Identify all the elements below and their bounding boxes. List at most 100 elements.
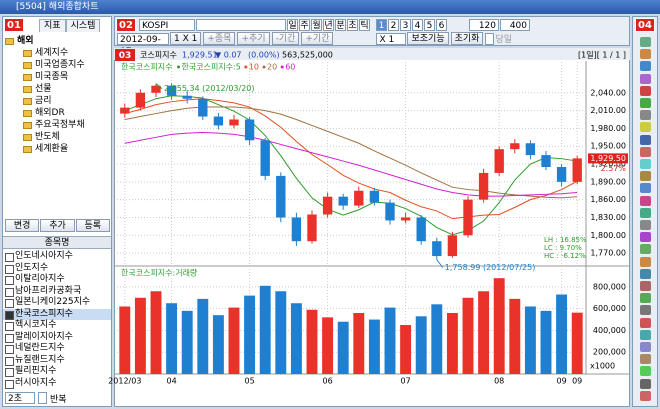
preset-button[interactable]: 6 bbox=[436, 18, 447, 31]
tool-icon[interactable] bbox=[640, 49, 651, 60]
preset-button[interactable]: 5 bbox=[424, 18, 435, 31]
checkbox[interactable] bbox=[38, 392, 47, 404]
toolbar-button[interactable]: +기간 bbox=[301, 32, 334, 45]
tree-item[interactable]: 세계환율 bbox=[3, 143, 111, 155]
list-item[interactable]: 이탈리아지수 bbox=[3, 274, 111, 286]
tool-icon[interactable] bbox=[640, 159, 651, 169]
list-item[interactable]: 일본니케이225지수 bbox=[3, 297, 111, 309]
name-input[interactable] bbox=[196, 18, 286, 31]
tree-item[interactable]: 반도체 bbox=[3, 131, 111, 143]
volume-bar bbox=[197, 298, 209, 374]
list-item[interactable]: 필리핀지수 bbox=[3, 366, 111, 378]
period-button[interactable]: 년 bbox=[323, 18, 334, 31]
preset-button[interactable]: 4 bbox=[412, 18, 423, 31]
period-button[interactable]: 주 bbox=[299, 18, 310, 31]
zoom-select[interactable]: X 1 bbox=[376, 32, 407, 45]
tool-icon[interactable] bbox=[640, 61, 651, 72]
list-item[interactable]: 인도지수 bbox=[3, 263, 111, 275]
tool-icon[interactable] bbox=[640, 390, 651, 401]
list-item[interactable]: 남아프리카공화국 bbox=[3, 286, 111, 298]
tab[interactable]: 시스템 bbox=[65, 19, 101, 32]
list-item[interactable]: 말레이지아지수 bbox=[3, 332, 111, 344]
legend-marker bbox=[262, 65, 266, 69]
tree-item[interactable]: 선물 bbox=[3, 83, 111, 95]
tool-icon[interactable] bbox=[640, 281, 651, 291]
tool-icon[interactable] bbox=[640, 244, 651, 255]
volume-bar bbox=[556, 294, 568, 374]
tool-icon[interactable] bbox=[640, 256, 651, 267]
list-item[interactable]: 뉴질랜드지수 bbox=[3, 355, 111, 367]
tree-item[interactable]: 미국종목 bbox=[3, 71, 111, 83]
list-item[interactable]: 헥시코지수 bbox=[3, 320, 111, 332]
button[interactable]: 등록 bbox=[75, 219, 110, 232]
tool-icon[interactable] bbox=[640, 183, 651, 194]
tool-icon[interactable] bbox=[640, 366, 651, 377]
tool-icon[interactable] bbox=[640, 73, 651, 84]
layout-button[interactable]: 1 X 1 bbox=[170, 32, 202, 45]
period-button[interactable]: 틱 bbox=[359, 18, 370, 31]
tool-icon[interactable] bbox=[640, 98, 651, 108]
ma-line bbox=[124, 98, 578, 220]
period-button[interactable]: 월 bbox=[311, 18, 322, 31]
period-button[interactable]: 초 bbox=[347, 18, 358, 31]
tool-icon[interactable] bbox=[640, 268, 651, 279]
y-tick-label: 800,000 bbox=[593, 282, 626, 291]
volume-bar bbox=[134, 297, 146, 374]
toolbar-button[interactable]: +추기 bbox=[237, 32, 270, 45]
volume-bar bbox=[446, 313, 458, 374]
list-item[interactable]: 인도네시아지수 bbox=[3, 251, 111, 263]
toolbar-button[interactable]: -기간 bbox=[271, 32, 300, 45]
tab[interactable]: 지표 bbox=[39, 19, 66, 32]
x-tick-label: 09 bbox=[572, 377, 582, 386]
tree-item[interactable]: 미국업종지수 bbox=[3, 59, 111, 71]
preset-button[interactable]: 1 bbox=[376, 18, 387, 31]
period-button[interactable]: 일 bbox=[287, 18, 298, 31]
tool-icon[interactable] bbox=[640, 354, 651, 365]
max-input[interactable]: 400 bbox=[500, 18, 530, 31]
button[interactable]: 변경 bbox=[5, 219, 40, 232]
toolbar-button[interactable]: +종목 bbox=[203, 32, 236, 45]
toolbar-row: KOSPI 일 주 월 년 분 초 틱 1 2 3 4 5 6 120 400 bbox=[139, 18, 530, 31]
tool-icon[interactable] bbox=[640, 207, 651, 218]
tool-icon[interactable] bbox=[640, 134, 651, 145]
tool-icon[interactable] bbox=[640, 195, 651, 206]
period-button[interactable]: 분 bbox=[335, 18, 346, 31]
tool-icon[interactable] bbox=[640, 85, 651, 96]
list-item[interactable]: 러시아지수 bbox=[3, 378, 111, 390]
tool-icon[interactable] bbox=[640, 110, 651, 121]
tool-icon[interactable] bbox=[640, 37, 651, 47]
list-item[interactable]: 한국코스피지수 bbox=[3, 308, 111, 320]
reset-button[interactable]: 초기화 bbox=[450, 32, 484, 45]
tool-icon[interactable] bbox=[640, 232, 651, 243]
preset-button[interactable]: 2 bbox=[388, 18, 399, 31]
count-input[interactable]: 120 bbox=[469, 18, 499, 31]
symbol-input[interactable]: KOSPI bbox=[139, 18, 195, 31]
interval-select[interactable]: 2초 bbox=[5, 392, 35, 404]
tool-icon[interactable] bbox=[640, 171, 651, 182]
tool-icon[interactable] bbox=[640, 317, 651, 328]
aux-button[interactable]: 보조기능 bbox=[407, 32, 449, 45]
today-checkbox[interactable] bbox=[485, 32, 495, 45]
volume-bar bbox=[181, 310, 193, 374]
tool-icon[interactable] bbox=[640, 378, 651, 389]
candle-body bbox=[432, 241, 442, 257]
tool-icon[interactable] bbox=[640, 329, 651, 340]
candle-body bbox=[260, 140, 270, 176]
tool-icon[interactable] bbox=[640, 342, 651, 352]
tool-icon[interactable] bbox=[640, 305, 651, 316]
tree-item[interactable]: 금리 bbox=[3, 95, 111, 107]
tool-icon[interactable] bbox=[640, 122, 651, 133]
volume-bar bbox=[462, 297, 474, 374]
tool-icon[interactable] bbox=[640, 220, 651, 230]
tree-item[interactable]: 해외DR bbox=[3, 107, 111, 119]
tree-item[interactable]: 세계지수 bbox=[3, 47, 111, 59]
tree-item[interactable]: 주요국정부채 bbox=[3, 119, 111, 131]
tool-icon[interactable] bbox=[640, 293, 651, 304]
list-item[interactable]: 네덜란드지수 bbox=[3, 343, 111, 355]
tool-icon[interactable] bbox=[640, 146, 651, 157]
legend-title: 한국코스피지수 bbox=[121, 63, 173, 72]
tree-item[interactable]: 해외 bbox=[3, 35, 111, 47]
button[interactable]: 추가 bbox=[40, 219, 75, 232]
preset-button[interactable]: 3 bbox=[400, 18, 411, 31]
